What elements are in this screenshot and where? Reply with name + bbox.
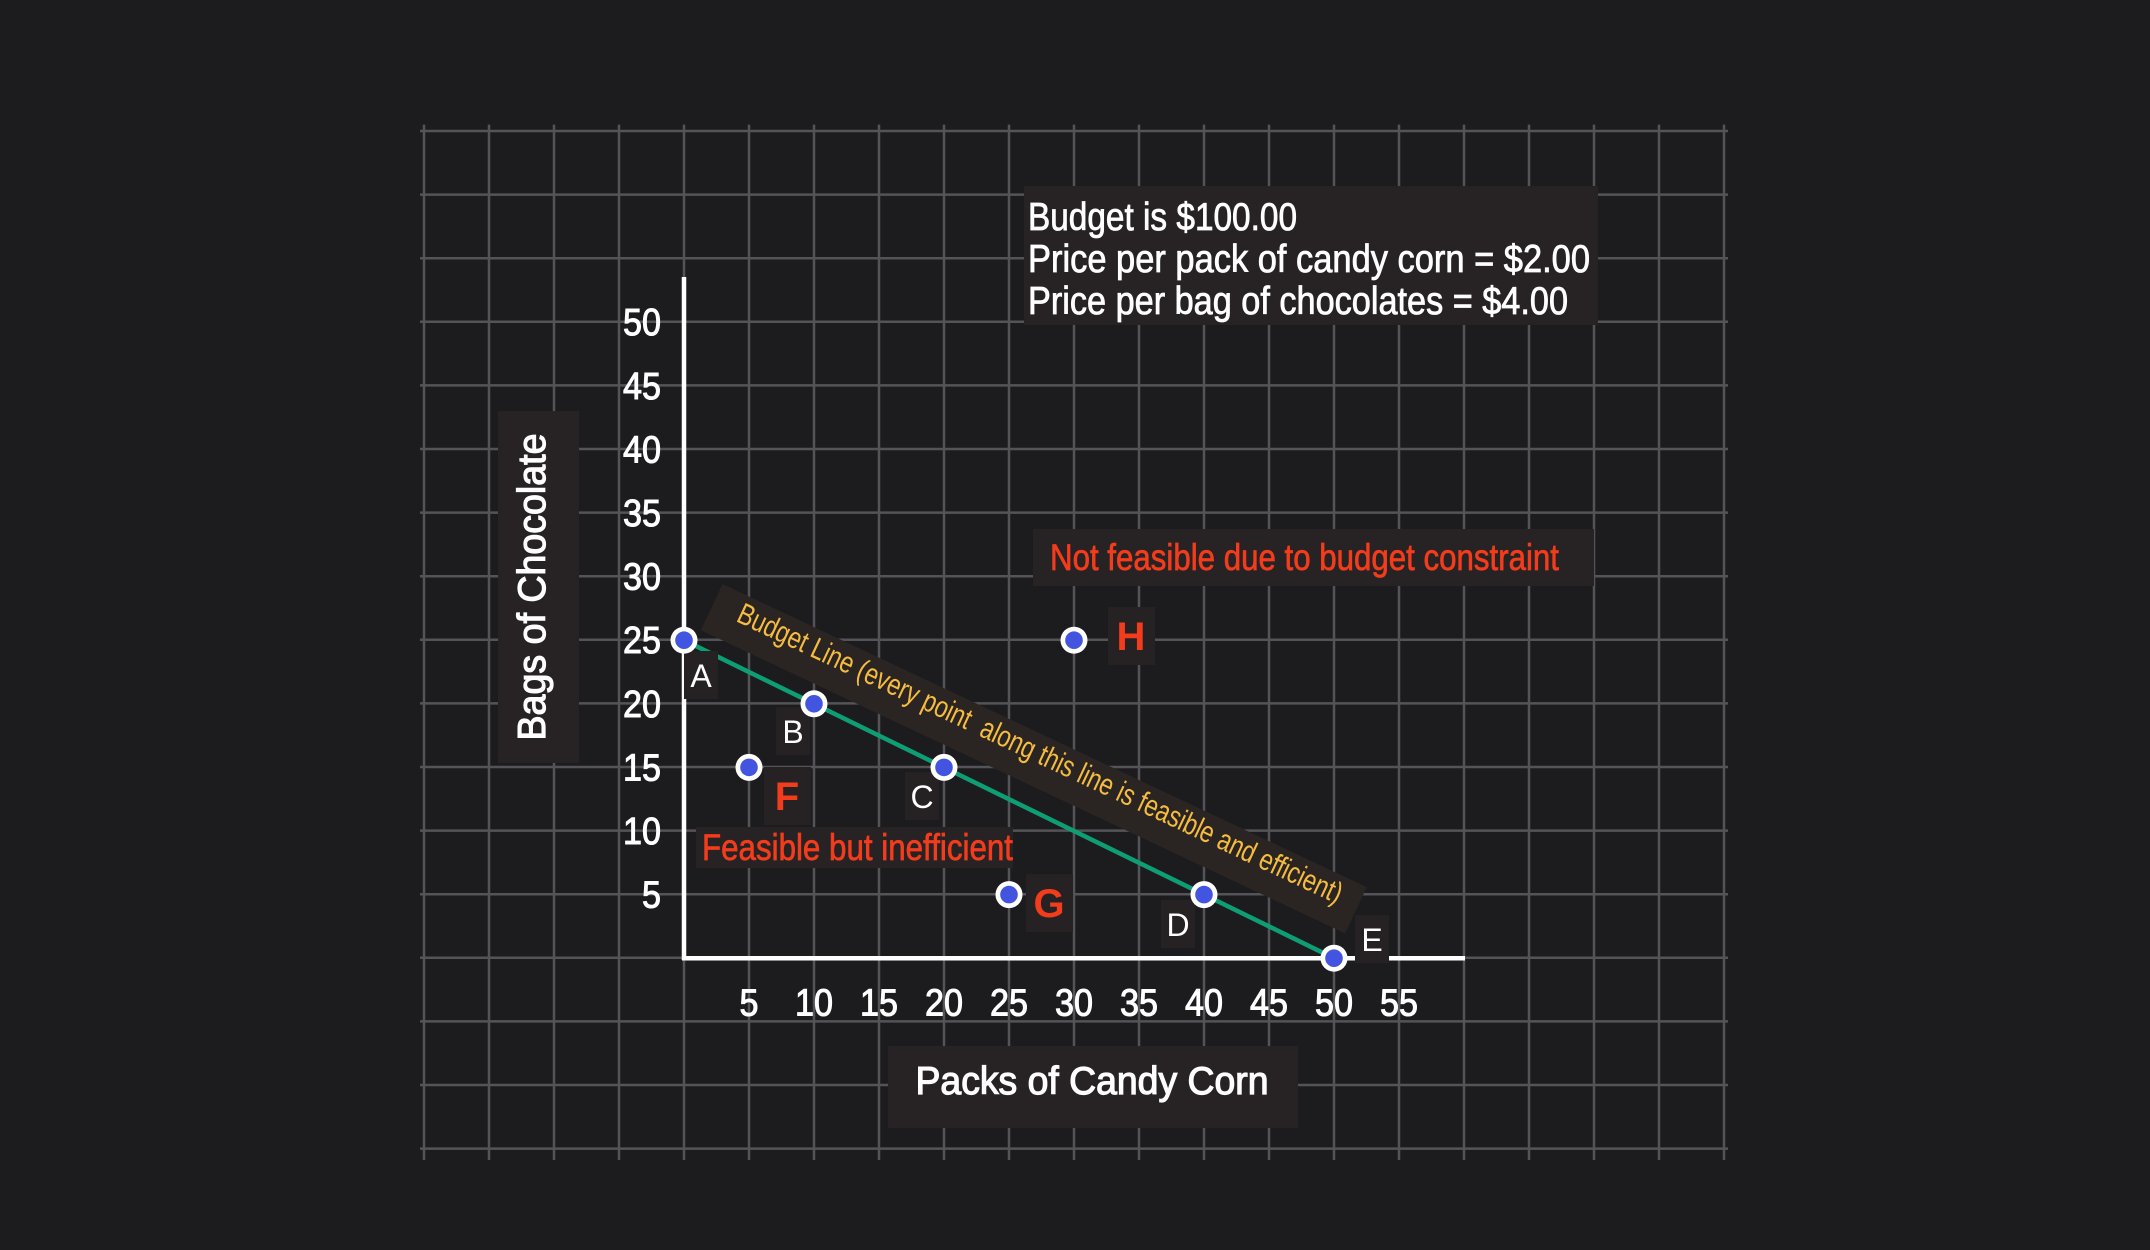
svg-text:40: 40 — [623, 429, 661, 471]
svg-text:35: 35 — [1120, 983, 1158, 1025]
svg-text:35: 35 — [623, 493, 661, 535]
svg-text:C: C — [910, 779, 933, 815]
svg-text:D: D — [1166, 907, 1189, 943]
svg-text:Price per pack of candy corn =: Price per pack of candy corn = $2.00 — [1028, 238, 1590, 281]
svg-text:45: 45 — [1250, 983, 1288, 1025]
svg-text:5: 5 — [642, 875, 661, 917]
svg-text:20: 20 — [623, 684, 661, 726]
svg-text:45: 45 — [623, 366, 661, 408]
svg-text:15: 15 — [860, 983, 898, 1025]
svg-text:Not feasible due to budget con: Not feasible due to budget constraint — [1050, 537, 1560, 578]
svg-text:Budget is $100.00: Budget is $100.00 — [1028, 196, 1297, 239]
svg-text:30: 30 — [1055, 983, 1093, 1025]
svg-text:30: 30 — [623, 557, 661, 599]
svg-text:25: 25 — [990, 983, 1028, 1025]
svg-text:5: 5 — [740, 983, 759, 1025]
svg-text:Feasible but inefficient: Feasible but inefficient — [702, 827, 1014, 868]
svg-text:F: F — [775, 775, 799, 819]
svg-text:40: 40 — [1185, 983, 1223, 1025]
svg-text:55: 55 — [1380, 983, 1418, 1025]
svg-text:A: A — [690, 658, 712, 694]
svg-text:15: 15 — [623, 747, 661, 789]
svg-text:25: 25 — [623, 620, 661, 662]
svg-text:B: B — [782, 714, 803, 750]
svg-text:50: 50 — [623, 302, 661, 344]
svg-text:H: H — [1117, 615, 1146, 659]
svg-text:50: 50 — [1315, 983, 1353, 1025]
svg-text:Bags of Chocolate: Bags of Chocolate — [511, 434, 554, 741]
svg-text:20: 20 — [925, 983, 963, 1025]
svg-text:G: G — [1033, 882, 1064, 926]
svg-text:10: 10 — [795, 983, 833, 1025]
svg-text:Packs of Candy Corn: Packs of Candy Corn — [916, 1060, 1269, 1103]
svg-text:Price per bag of chocolates =: Price per bag of chocolates = $4.00 — [1028, 280, 1568, 323]
svg-text:E: E — [1361, 922, 1382, 958]
svg-text:10: 10 — [623, 811, 661, 853]
